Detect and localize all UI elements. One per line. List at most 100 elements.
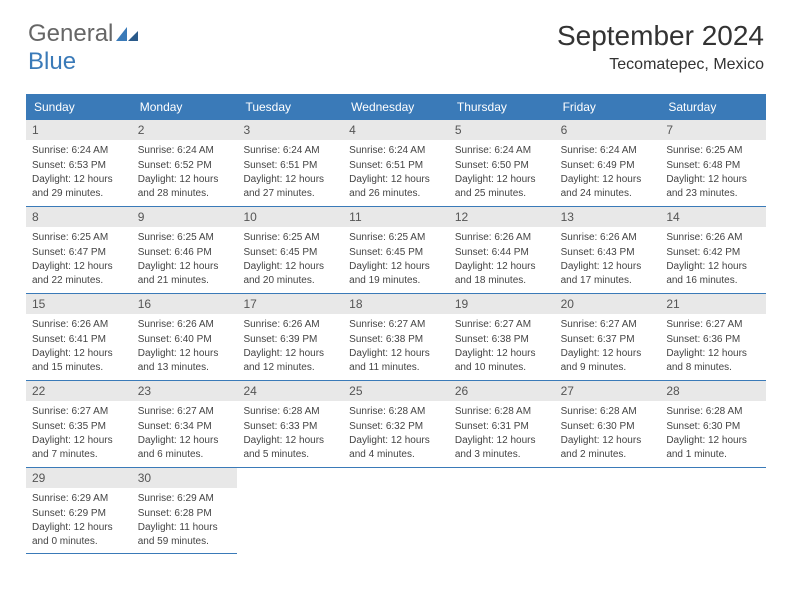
day-body: Sunrise: 6:26 AMSunset: 6:44 PMDaylight:… bbox=[449, 227, 555, 292]
day-body: Sunrise: 6:26 AMSunset: 6:43 PMDaylight:… bbox=[555, 227, 661, 292]
day-header-friday: Friday bbox=[555, 94, 661, 120]
day-body: Sunrise: 6:24 AMSunset: 6:51 PMDaylight:… bbox=[237, 140, 343, 205]
day-number: 27 bbox=[555, 381, 661, 401]
day-cell: 17Sunrise: 6:26 AMSunset: 6:39 PMDayligh… bbox=[237, 294, 343, 380]
day-body: Sunrise: 6:24 AMSunset: 6:50 PMDaylight:… bbox=[449, 140, 555, 205]
day-body: Sunrise: 6:25 AMSunset: 6:47 PMDaylight:… bbox=[26, 227, 132, 292]
sunset-line: Sunset: 6:38 PM bbox=[349, 333, 443, 347]
day-cell: 6Sunrise: 6:24 AMSunset: 6:49 PMDaylight… bbox=[555, 120, 661, 206]
day-number: 19 bbox=[449, 294, 555, 314]
daylight-line: Daylight: 12 hours and 10 minutes. bbox=[455, 347, 549, 374]
sunset-line: Sunset: 6:45 PM bbox=[349, 246, 443, 260]
day-cell: 19Sunrise: 6:27 AMSunset: 6:38 PMDayligh… bbox=[449, 294, 555, 380]
month-title: September 2024 bbox=[557, 20, 764, 52]
day-cell: 29Sunrise: 6:29 AMSunset: 6:29 PMDayligh… bbox=[26, 468, 132, 554]
sunrise-line: Sunrise: 6:25 AM bbox=[32, 231, 126, 245]
day-cell: 18Sunrise: 6:27 AMSunset: 6:38 PMDayligh… bbox=[343, 294, 449, 380]
daylight-line: Daylight: 12 hours and 15 minutes. bbox=[32, 347, 126, 374]
day-header-sunday: Sunday bbox=[26, 94, 132, 120]
sunset-line: Sunset: 6:53 PM bbox=[32, 159, 126, 173]
daylight-line: Daylight: 12 hours and 5 minutes. bbox=[243, 434, 337, 461]
day-cell: 26Sunrise: 6:28 AMSunset: 6:31 PMDayligh… bbox=[449, 381, 555, 467]
day-cell: 8Sunrise: 6:25 AMSunset: 6:47 PMDaylight… bbox=[26, 207, 132, 293]
day-body: Sunrise: 6:26 AMSunset: 6:39 PMDaylight:… bbox=[237, 314, 343, 379]
location: Tecomatepec, Mexico bbox=[557, 56, 764, 74]
day-body: Sunrise: 6:28 AMSunset: 6:31 PMDaylight:… bbox=[449, 401, 555, 466]
daylight-line: Daylight: 12 hours and 22 minutes. bbox=[32, 260, 126, 287]
daylight-line: Daylight: 12 hours and 27 minutes. bbox=[243, 173, 337, 200]
day-cell: 28Sunrise: 6:28 AMSunset: 6:30 PMDayligh… bbox=[660, 381, 766, 467]
day-body: Sunrise: 6:27 AMSunset: 6:35 PMDaylight:… bbox=[26, 401, 132, 466]
logo-sail-icon bbox=[116, 27, 138, 41]
day-body: Sunrise: 6:27 AMSunset: 6:37 PMDaylight:… bbox=[555, 314, 661, 379]
sunrise-line: Sunrise: 6:27 AM bbox=[349, 318, 443, 332]
daylight-line: Daylight: 12 hours and 18 minutes. bbox=[455, 260, 549, 287]
sunrise-line: Sunrise: 6:25 AM bbox=[666, 144, 760, 158]
day-number: 1 bbox=[26, 120, 132, 140]
sunrise-line: Sunrise: 6:24 AM bbox=[138, 144, 232, 158]
day-header-monday: Monday bbox=[132, 94, 238, 120]
sunset-line: Sunset: 6:50 PM bbox=[455, 159, 549, 173]
sunset-line: Sunset: 6:34 PM bbox=[138, 420, 232, 434]
daylight-line: Daylight: 12 hours and 29 minutes. bbox=[32, 173, 126, 200]
day-number: 4 bbox=[343, 120, 449, 140]
title-block: September 2024 Tecomatepec, Mexico bbox=[557, 20, 764, 74]
day-number: 30 bbox=[132, 468, 238, 488]
day-number: 5 bbox=[449, 120, 555, 140]
day-cell: 25Sunrise: 6:28 AMSunset: 6:32 PMDayligh… bbox=[343, 381, 449, 467]
day-number: 20 bbox=[555, 294, 661, 314]
week-row: 15Sunrise: 6:26 AMSunset: 6:41 PMDayligh… bbox=[26, 294, 766, 381]
calendar: SundayMondayTuesdayWednesdayThursdayFrid… bbox=[26, 94, 766, 554]
day-body: Sunrise: 6:27 AMSunset: 6:36 PMDaylight:… bbox=[660, 314, 766, 379]
sunrise-line: Sunrise: 6:25 AM bbox=[349, 231, 443, 245]
day-body: Sunrise: 6:26 AMSunset: 6:40 PMDaylight:… bbox=[132, 314, 238, 379]
day-cell: 9Sunrise: 6:25 AMSunset: 6:46 PMDaylight… bbox=[132, 207, 238, 293]
day-cell: 22Sunrise: 6:27 AMSunset: 6:35 PMDayligh… bbox=[26, 381, 132, 467]
daylight-line: Daylight: 12 hours and 3 minutes. bbox=[455, 434, 549, 461]
sunset-line: Sunset: 6:33 PM bbox=[243, 420, 337, 434]
day-number: 11 bbox=[343, 207, 449, 227]
day-number: 16 bbox=[132, 294, 238, 314]
day-body: Sunrise: 6:28 AMSunset: 6:30 PMDaylight:… bbox=[660, 401, 766, 466]
empty-cell bbox=[660, 468, 766, 554]
logo-text-general: General bbox=[28, 20, 113, 48]
sunrise-line: Sunrise: 6:29 AM bbox=[138, 492, 232, 506]
sunset-line: Sunset: 6:49 PM bbox=[561, 159, 655, 173]
sunrise-line: Sunrise: 6:24 AM bbox=[455, 144, 549, 158]
sunset-line: Sunset: 6:51 PM bbox=[349, 159, 443, 173]
day-cell: 1Sunrise: 6:24 AMSunset: 6:53 PMDaylight… bbox=[26, 120, 132, 206]
day-number: 24 bbox=[237, 381, 343, 401]
daylight-line: Daylight: 12 hours and 2 minutes. bbox=[561, 434, 655, 461]
sunset-line: Sunset: 6:45 PM bbox=[243, 246, 337, 260]
day-number: 22 bbox=[26, 381, 132, 401]
day-cell: 2Sunrise: 6:24 AMSunset: 6:52 PMDaylight… bbox=[132, 120, 238, 206]
day-body: Sunrise: 6:25 AMSunset: 6:45 PMDaylight:… bbox=[343, 227, 449, 292]
day-cell: 7Sunrise: 6:25 AMSunset: 6:48 PMDaylight… bbox=[660, 120, 766, 206]
day-body: Sunrise: 6:25 AMSunset: 6:48 PMDaylight:… bbox=[660, 140, 766, 205]
day-body: Sunrise: 6:25 AMSunset: 6:46 PMDaylight:… bbox=[132, 227, 238, 292]
sunset-line: Sunset: 6:52 PM bbox=[138, 159, 232, 173]
day-cell: 11Sunrise: 6:25 AMSunset: 6:45 PMDayligh… bbox=[343, 207, 449, 293]
day-cell: 3Sunrise: 6:24 AMSunset: 6:51 PMDaylight… bbox=[237, 120, 343, 206]
daylight-line: Daylight: 12 hours and 0 minutes. bbox=[32, 521, 126, 548]
sunrise-line: Sunrise: 6:27 AM bbox=[138, 405, 232, 419]
day-cell: 21Sunrise: 6:27 AMSunset: 6:36 PMDayligh… bbox=[660, 294, 766, 380]
day-number: 13 bbox=[555, 207, 661, 227]
sunset-line: Sunset: 6:51 PM bbox=[243, 159, 337, 173]
week-row: 29Sunrise: 6:29 AMSunset: 6:29 PMDayligh… bbox=[26, 468, 766, 554]
sunrise-line: Sunrise: 6:24 AM bbox=[349, 144, 443, 158]
day-cell: 30Sunrise: 6:29 AMSunset: 6:28 PMDayligh… bbox=[132, 468, 238, 554]
sunset-line: Sunset: 6:48 PM bbox=[666, 159, 760, 173]
sunset-line: Sunset: 6:30 PM bbox=[666, 420, 760, 434]
logo-text-blue: Blue bbox=[28, 48, 76, 76]
sunrise-line: Sunrise: 6:26 AM bbox=[32, 318, 126, 332]
day-header-wednesday: Wednesday bbox=[343, 94, 449, 120]
day-number: 17 bbox=[237, 294, 343, 314]
daylight-line: Daylight: 12 hours and 7 minutes. bbox=[32, 434, 126, 461]
sunrise-line: Sunrise: 6:27 AM bbox=[561, 318, 655, 332]
day-body: Sunrise: 6:28 AMSunset: 6:30 PMDaylight:… bbox=[555, 401, 661, 466]
day-number: 14 bbox=[660, 207, 766, 227]
sunset-line: Sunset: 6:32 PM bbox=[349, 420, 443, 434]
header: General September 2024 Tecomatepec, Mexi… bbox=[0, 0, 792, 84]
day-number: 26 bbox=[449, 381, 555, 401]
